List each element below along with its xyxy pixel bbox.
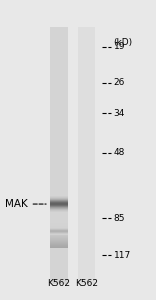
Text: MAK: MAK (5, 199, 27, 209)
Text: 85: 85 (114, 214, 125, 223)
Text: 48: 48 (114, 148, 125, 158)
Text: (kD): (kD) (114, 38, 133, 47)
Text: 34: 34 (114, 109, 125, 118)
Text: K562: K562 (75, 279, 98, 288)
Text: K562: K562 (48, 279, 71, 288)
Text: 26: 26 (114, 78, 125, 87)
Text: 117: 117 (114, 250, 131, 260)
Text: 19: 19 (114, 42, 125, 51)
